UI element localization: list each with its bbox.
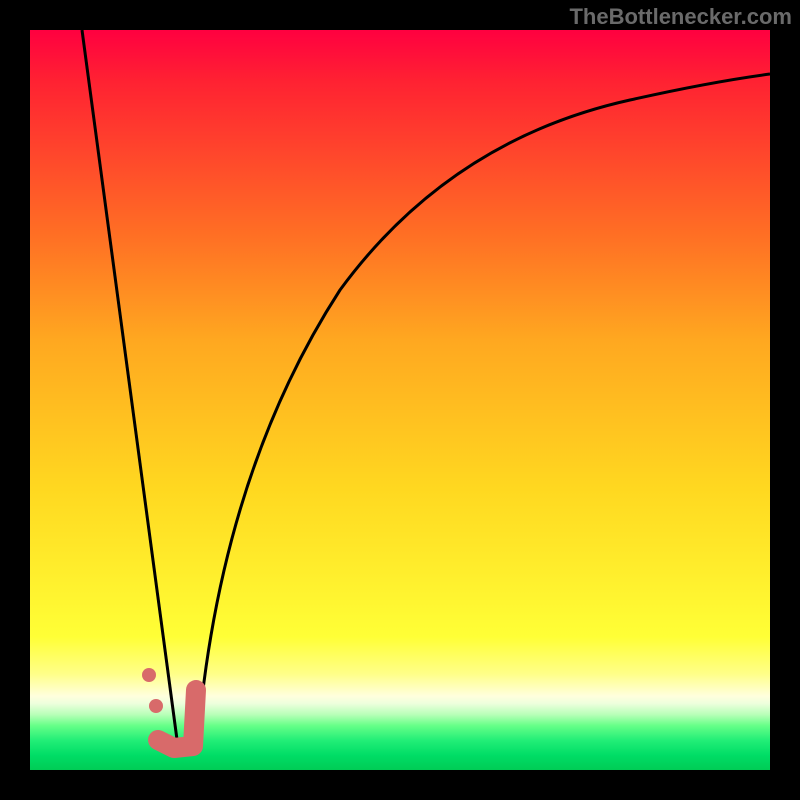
marker-optimal <box>158 690 196 748</box>
marker-dot <box>142 668 156 682</box>
curve-right <box>194 74 770 747</box>
chart-container: TheBottlenecker.com <box>0 0 800 800</box>
curve-left <box>82 30 178 747</box>
watermark-text: TheBottlenecker.com <box>569 4 792 30</box>
marker-dot <box>149 699 163 713</box>
curves-svg <box>0 0 800 800</box>
